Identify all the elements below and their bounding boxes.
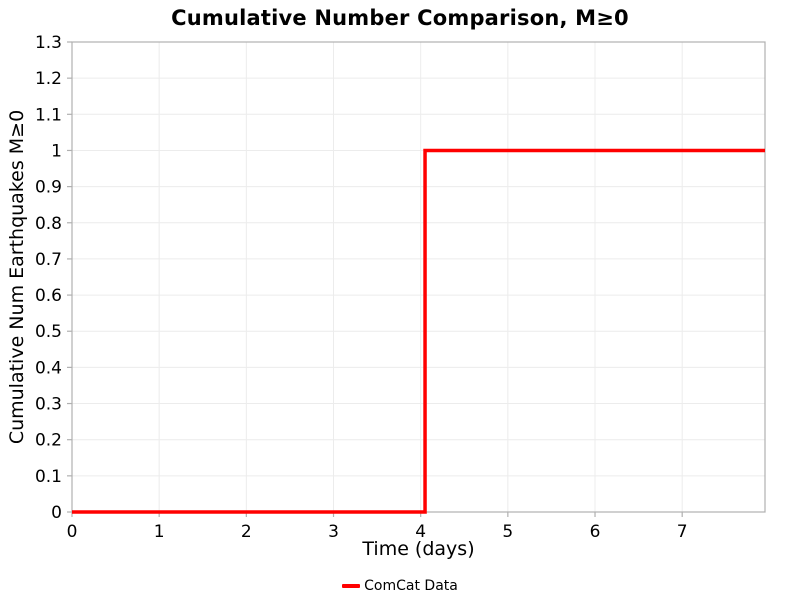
legend: ComCat Data — [0, 575, 800, 597]
y-tick-label: 1.3 — [35, 33, 62, 53]
y-tick-label: 0.4 — [35, 358, 62, 378]
chart-title: Cumulative Number Comparison, M≥0 — [171, 6, 629, 30]
x-tick-label: 5 — [502, 522, 513, 542]
x-axis-label: Time (days) — [362, 538, 475, 560]
y-tick-label: 0.5 — [35, 322, 62, 342]
legend-label: ComCat Data — [364, 578, 458, 594]
y-tick-label: 0 — [51, 503, 62, 523]
y-tick-label: 0.6 — [35, 286, 62, 306]
y-tick-label: 0.2 — [35, 431, 62, 451]
x-tick-label: 2 — [241, 522, 252, 542]
y-tick-label: 1.1 — [35, 105, 62, 125]
x-tick-label: 6 — [590, 522, 601, 542]
x-tick-label: 4 — [415, 522, 426, 542]
y-tick-label: 1.2 — [35, 69, 62, 89]
y-axis-label: Cumulative Num Earthquakes M≥0 — [6, 109, 28, 445]
x-tick-label: 7 — [677, 522, 688, 542]
y-tick-label: 0.3 — [35, 395, 62, 415]
x-tick-label: 1 — [154, 522, 165, 542]
y-tick-label: 0.8 — [35, 214, 62, 234]
y-tick-label: 0.7 — [35, 250, 62, 270]
series-line-comcat-data — [72, 148, 765, 514]
plot-border — [71, 41, 766, 513]
x-tick-label: 3 — [328, 522, 339, 542]
y-tick-label: 0.1 — [35, 467, 62, 487]
y-tick-label: 0.9 — [35, 178, 62, 198]
x-tick-label: 0 — [67, 522, 78, 542]
y-tick-label: 1 — [51, 141, 62, 161]
legend-line-swatch — [342, 584, 361, 588]
